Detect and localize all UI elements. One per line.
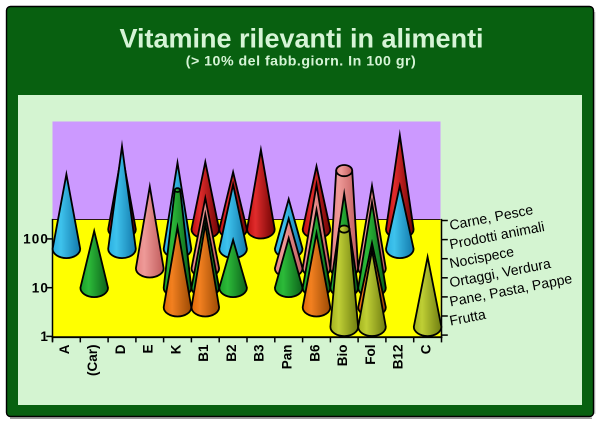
svg-text:D: D [113, 344, 128, 354]
svg-text:B1: B1 [196, 344, 211, 362]
svg-text:1: 1 [40, 329, 49, 344]
svg-text:E: E [141, 345, 156, 354]
svg-text:100: 100 [23, 232, 49, 247]
svg-text:(Car): (Car) [85, 345, 100, 377]
svg-text:Frutta: Frutta [448, 306, 487, 329]
svg-text:Vitamine rilevanti in alimenti: Vitamine rilevanti in alimenti [119, 24, 483, 54]
svg-text:C: C [418, 344, 433, 354]
svg-text:B2: B2 [224, 345, 239, 362]
svg-text:Bio: Bio [335, 345, 350, 367]
svg-text:B6: B6 [307, 344, 322, 362]
svg-text:10: 10 [32, 280, 49, 295]
svg-text:(> 10% del fabb.giorn. In 100: (> 10% del fabb.giorn. In 100 gr) [186, 53, 417, 69]
svg-text:K: K [168, 344, 183, 354]
svg-text:B12: B12 [391, 345, 406, 370]
svg-text:B3: B3 [252, 344, 267, 362]
svg-text:Pan: Pan [280, 345, 295, 370]
svg-text:Fol: Fol [363, 345, 378, 365]
svg-text:A: A [57, 344, 72, 354]
